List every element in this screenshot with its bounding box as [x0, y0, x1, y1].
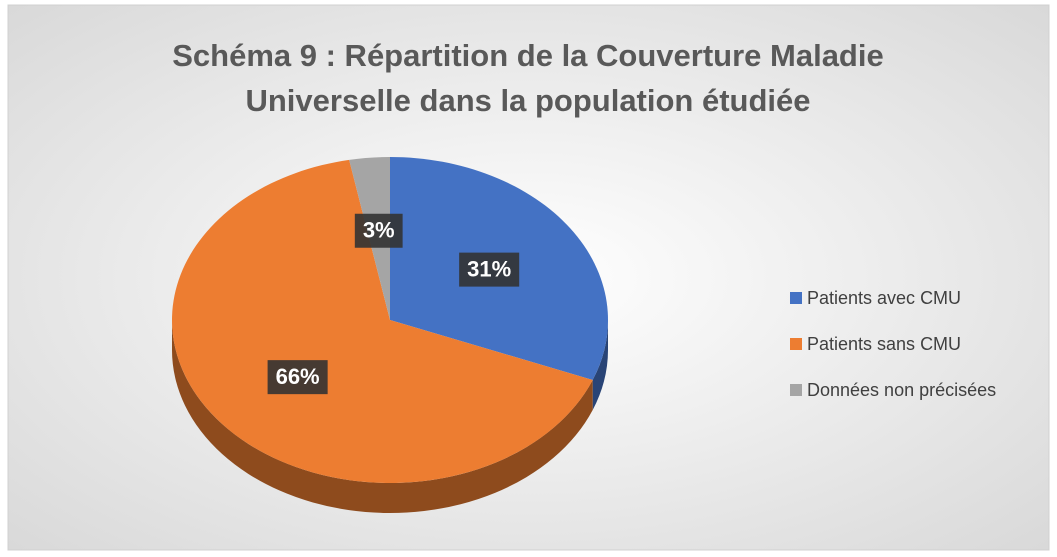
slice — [171, 159, 593, 483]
data-label-box — [459, 252, 520, 287]
legend-swatch — [790, 384, 802, 396]
chart-title: Universelle dans la population étudiée — [245, 83, 810, 118]
slice-side — [172, 320, 593, 513]
legend-label: Données non précisées — [807, 380, 996, 400]
data-label-box — [354, 213, 403, 248]
data-label: 31% — [459, 252, 520, 287]
data-label-text: 3% — [363, 218, 395, 243]
data-label-box — [267, 360, 328, 395]
legend-label: Patients avec CMU — [807, 288, 961, 308]
data-label: 66% — [267, 360, 328, 395]
legend-swatch — [790, 338, 802, 350]
data-label-text: 66% — [276, 364, 320, 389]
data-label-text: 31% — [467, 256, 511, 281]
chart-title: Schéma 9 : Répartition de la Couverture … — [172, 38, 883, 73]
legend-label: Patients sans CMU — [807, 334, 961, 354]
slice-side — [592, 320, 608, 411]
data-label: 3% — [354, 213, 403, 248]
legend-swatch — [790, 292, 802, 304]
